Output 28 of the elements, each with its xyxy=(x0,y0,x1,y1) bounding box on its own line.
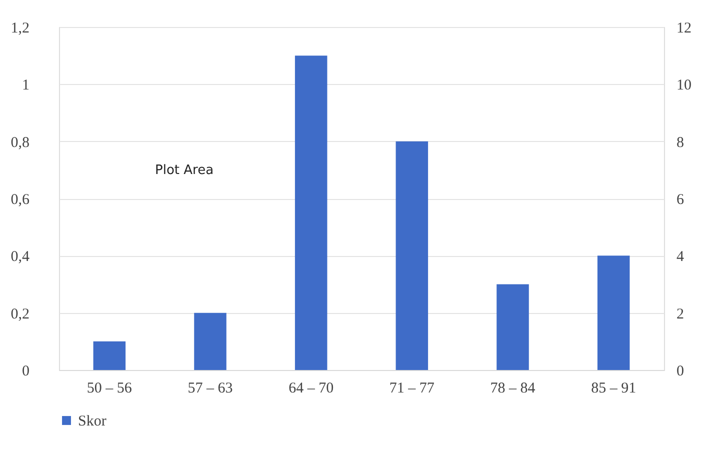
y-tick-label: 0,4 xyxy=(10,249,30,266)
x-tick-label: 78 – 84 xyxy=(490,380,536,396)
bar xyxy=(496,284,529,370)
y2-tick-label: 10 xyxy=(676,78,692,94)
y2-tick-label: 2 xyxy=(676,306,684,322)
bar xyxy=(597,256,630,370)
x-tick-label: 57 – 63 xyxy=(188,380,233,396)
y-tick-label: 1,2 xyxy=(10,20,30,36)
y2-tick-label: 12 xyxy=(676,20,692,36)
y-tick-label: 0,8 xyxy=(10,134,30,151)
bar xyxy=(93,341,126,370)
x-tick-label: 85 – 91 xyxy=(591,380,636,396)
y2-tick-label: 4 xyxy=(676,249,684,266)
bar xyxy=(194,312,226,370)
annotation: Plot Area xyxy=(155,163,214,178)
y-tick-label: 0,2 xyxy=(10,306,30,322)
y-tick-label: 0,6 xyxy=(10,192,30,208)
x-tick-label: 64 – 70 xyxy=(288,380,334,396)
bar xyxy=(294,56,328,370)
x-tick-label: 71 – 77 xyxy=(389,380,435,396)
y2-tick-label: 8 xyxy=(676,134,684,151)
x-tick-label: 50 – 56 xyxy=(86,380,132,396)
y2-tick-label: 6 xyxy=(676,192,684,208)
bar xyxy=(396,141,428,370)
y-tick-label: 0 xyxy=(22,364,30,380)
y2-tick-label: 0 xyxy=(676,364,684,380)
y-tick-label: 1 xyxy=(22,78,30,94)
legend-label: Skor xyxy=(78,414,106,430)
